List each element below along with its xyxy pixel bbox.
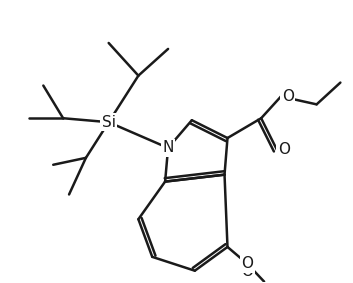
Text: O: O xyxy=(241,256,253,271)
Text: Si: Si xyxy=(102,115,116,130)
Text: O: O xyxy=(241,264,253,279)
Text: O: O xyxy=(278,142,290,157)
Text: N: N xyxy=(162,140,174,155)
Text: O: O xyxy=(282,89,294,104)
